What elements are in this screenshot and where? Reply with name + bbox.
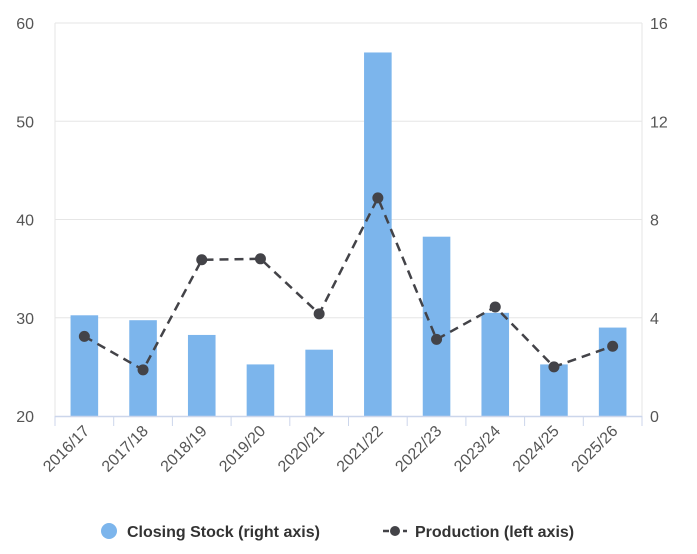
left-axis-label: 40 [16, 213, 34, 230]
right-axis-label: 12 [650, 114, 668, 131]
gridlines [54, 22, 643, 416]
legend-item-production[interactable]: Production (left axis) [383, 524, 574, 541]
legend-item-closing-stock[interactable]: Closing Stock (right axis) [101, 523, 320, 541]
category-label: 2022/23 [392, 423, 445, 476]
legend-marker-closing-stock [101, 523, 117, 539]
legend-label-production: Production (left axis) [415, 524, 574, 541]
category-label: 2017/18 [99, 423, 152, 476]
left-axis-label: 60 [16, 16, 34, 33]
category-label: 2024/25 [510, 423, 563, 476]
bar-2019-20[interactable] [246, 364, 275, 416]
point-2021-22[interactable] [372, 192, 384, 204]
bar-2018-19[interactable] [187, 334, 216, 416]
point-2022-23[interactable] [431, 333, 443, 345]
category-label: 2018/19 [158, 423, 211, 476]
left-axis-label: 20 [16, 409, 34, 426]
right-axis-label: 16 [650, 16, 668, 33]
point-2020-21[interactable] [313, 308, 325, 320]
line-series [78, 192, 619, 376]
bar-2022-23[interactable] [422, 236, 451, 416]
legend-marker-production [390, 526, 400, 536]
category-label: 2023/24 [451, 423, 504, 476]
point-2025-26[interactable] [607, 340, 619, 352]
right-axis-label: 4 [650, 311, 659, 328]
bar-2016-17[interactable] [70, 315, 99, 416]
point-2018-19[interactable] [196, 254, 208, 266]
point-2023-24[interactable] [489, 301, 501, 313]
bar-2024-25[interactable] [540, 364, 568, 416]
category-label: 2020/21 [275, 423, 328, 476]
bar-2021-22[interactable] [364, 52, 392, 416]
left-axis-label: 30 [16, 311, 34, 328]
bar-2020-21[interactable] [305, 349, 333, 416]
production-line [83, 194, 614, 372]
axes [54, 415, 643, 426]
point-2019-20[interactable] [254, 253, 266, 265]
point-2017-18[interactable] [137, 364, 149, 376]
right-axis-label: 0 [650, 409, 659, 426]
bar-2023-24[interactable] [481, 312, 510, 416]
legend: Closing Stock (right axis) Production (l… [101, 523, 574, 541]
category-label: 2019/20 [216, 423, 269, 476]
right-axis-label: 8 [650, 213, 659, 230]
category-label: 2025/26 [569, 423, 622, 476]
legend-label-closing-stock: Closing Stock (right axis) [127, 524, 320, 541]
point-2024-25[interactable] [548, 361, 560, 373]
point-2016-17[interactable] [78, 330, 90, 342]
category-label: 2016/17 [40, 423, 93, 476]
category-label: 2021/22 [334, 423, 387, 476]
left-axis-label: 50 [16, 114, 34, 131]
bar-series [70, 52, 627, 416]
